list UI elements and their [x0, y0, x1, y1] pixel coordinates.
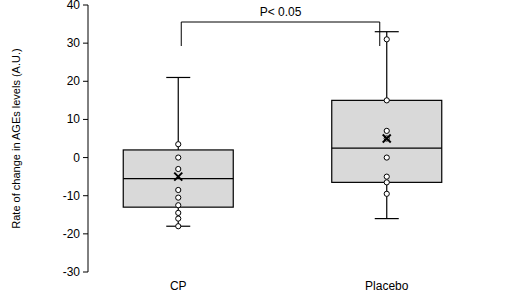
- data-point: [176, 142, 181, 147]
- median: [332, 147, 442, 148]
- annotation: P< 0.05: [260, 5, 302, 19]
- data-point: [176, 187, 181, 192]
- mean-marker: [383, 135, 391, 143]
- data-point: [176, 155, 181, 160]
- y-tick-label: 10: [67, 112, 81, 126]
- data-point: [384, 180, 389, 185]
- box: [123, 150, 233, 207]
- whisker-high: [178, 77, 179, 149]
- whisker-cap-high: [166, 77, 190, 78]
- box: [332, 100, 442, 182]
- y-tick: [83, 195, 88, 196]
- y-tick-label: -10: [63, 189, 81, 203]
- y-tick-label: 40: [67, 0, 81, 12]
- mean-marker: [174, 173, 182, 181]
- x-tick-label: Placebo: [365, 279, 409, 293]
- y-tick-label: -30: [63, 265, 81, 279]
- data-point: [384, 128, 389, 133]
- data-point: [176, 203, 181, 208]
- y-tick: [83, 157, 88, 158]
- data-point: [384, 174, 389, 179]
- y-tick: [83, 119, 88, 120]
- data-point: [384, 155, 389, 160]
- chart: -30 -20 -10 0 10 20 30 40 Rate of change in AGEs…: [0, 0, 520, 297]
- y-tick: [83, 272, 88, 273]
- plot-area: [123, 32, 442, 229]
- y-tick: [83, 233, 88, 234]
- significance-bracket: [181, 22, 380, 46]
- data-point: [384, 191, 389, 196]
- data-point: [384, 37, 389, 42]
- data-point: [176, 224, 181, 229]
- median: [123, 178, 233, 179]
- y-tick: [83, 5, 88, 6]
- data-point: [176, 195, 181, 200]
- whisker-cap-high: [375, 31, 399, 32]
- y-tick: [83, 81, 88, 82]
- y-tick: [83, 43, 88, 44]
- x-tick-label: CP: [170, 279, 187, 293]
- data-point: [176, 166, 181, 171]
- y-tick-label: 20: [67, 74, 81, 88]
- y-tick-label: -20: [63, 227, 81, 241]
- data-point: [384, 98, 389, 103]
- y-tick-label: 0: [73, 151, 80, 165]
- y-axis-label: Rate of change in AGEs levels (A.U.): [10, 48, 22, 228]
- data-point: [176, 210, 181, 215]
- data-point: [176, 216, 181, 221]
- y-axis: [88, 5, 89, 272]
- y-tick-label: 30: [67, 36, 81, 50]
- whisker-low: [386, 182, 387, 218]
- whisker-cap-low: [375, 218, 399, 219]
